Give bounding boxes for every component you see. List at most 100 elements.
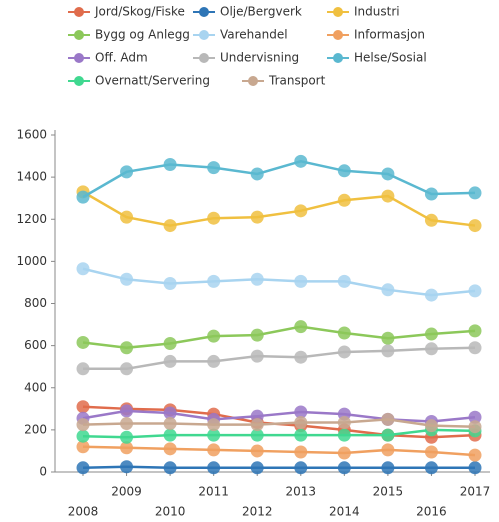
data-point <box>76 362 90 376</box>
data-point <box>250 328 264 342</box>
data-point <box>381 331 395 345</box>
data-point <box>250 210 264 224</box>
data-point <box>207 211 221 225</box>
data-point <box>250 444 264 458</box>
legend-marker <box>74 30 84 40</box>
data-point <box>250 167 264 181</box>
data-point <box>294 445 308 459</box>
legend-label: Varehandel <box>220 28 288 42</box>
data-point <box>76 440 90 454</box>
series-line <box>82 160 476 199</box>
data-point <box>337 193 351 207</box>
data-point <box>294 320 308 334</box>
legend-label: Jord/Skog/Fiske <box>94 5 185 19</box>
legend-marker <box>333 7 343 17</box>
data-point <box>337 428 351 442</box>
data-point <box>468 420 482 434</box>
series-line <box>82 465 475 470</box>
data-point <box>468 448 482 462</box>
data-point <box>163 417 177 431</box>
data-point <box>381 283 395 297</box>
legend-label: Undervisning <box>220 51 299 65</box>
y-tick-label: 1600 <box>16 128 47 142</box>
legend-marker <box>333 53 343 63</box>
series-line <box>82 445 476 457</box>
data-point <box>250 428 264 442</box>
legend-label: Bygg og Anlegg <box>95 28 190 42</box>
data-point <box>76 429 90 443</box>
x-tick-label: 2016 <box>416 505 447 519</box>
data-point <box>76 400 90 414</box>
data-point <box>468 219 482 233</box>
series-line <box>82 428 476 439</box>
data-point <box>337 164 351 178</box>
legend-marker <box>199 53 209 63</box>
legend-label: Olje/Bergverk <box>220 5 302 19</box>
data-point <box>381 167 395 181</box>
data-point <box>294 154 308 168</box>
data-point <box>381 412 395 426</box>
legend-marker <box>199 7 209 17</box>
y-tick-label: 1200 <box>16 212 47 226</box>
data-point <box>337 461 351 475</box>
data-point <box>207 354 221 368</box>
data-point <box>120 362 134 376</box>
y-tick-label: 1400 <box>16 170 47 184</box>
data-point <box>76 262 90 276</box>
data-point <box>468 324 482 338</box>
data-point <box>381 461 395 475</box>
data-point <box>76 335 90 349</box>
data-point <box>120 165 134 179</box>
x-tick-label: 2014 <box>329 505 360 519</box>
data-point <box>76 461 90 475</box>
data-point <box>76 190 90 204</box>
data-point <box>381 344 395 358</box>
data-point <box>468 284 482 298</box>
data-point <box>120 210 134 224</box>
x-tick-label: 2011 <box>198 485 229 499</box>
series-line <box>83 346 476 371</box>
data-point <box>120 341 134 355</box>
y-tick-label: 200 <box>24 422 47 436</box>
data-point <box>337 446 351 460</box>
data-point <box>381 189 395 203</box>
x-tick-label: 2013 <box>286 485 317 499</box>
data-point <box>207 274 221 288</box>
series-line <box>82 267 476 297</box>
data-point <box>337 345 351 359</box>
y-tick-label: 800 <box>24 296 47 310</box>
data-point <box>163 406 177 420</box>
data-point <box>250 349 264 363</box>
data-point <box>207 161 221 175</box>
legend-marker <box>333 30 343 40</box>
legend-marker <box>199 30 209 40</box>
data-point <box>250 461 264 475</box>
data-point <box>294 204 308 218</box>
legend-label: Informasjon <box>354 28 425 42</box>
legend-label: Transport <box>268 74 326 88</box>
data-point <box>468 186 482 200</box>
data-point <box>207 461 221 475</box>
data-point <box>294 416 308 430</box>
data-point <box>381 428 395 442</box>
legend-label: Helse/Sosial <box>354 51 427 65</box>
data-point <box>120 417 134 431</box>
data-point <box>207 329 221 343</box>
y-tick-label: 400 <box>24 380 47 394</box>
data-point <box>424 419 438 433</box>
x-tick-label: 2012 <box>242 505 273 519</box>
series-line <box>82 409 476 423</box>
data-point <box>337 326 351 340</box>
legend-label: Off. Adm <box>95 51 148 65</box>
data-point <box>424 445 438 459</box>
data-point <box>294 428 308 442</box>
data-point <box>120 441 134 455</box>
data-point <box>76 418 90 432</box>
data-point <box>120 430 134 444</box>
x-tick-label: 2008 <box>68 505 99 519</box>
data-point <box>424 187 438 201</box>
data-point <box>120 460 134 474</box>
data-point <box>120 272 134 286</box>
x-tick-label: 2017 <box>460 485 491 499</box>
